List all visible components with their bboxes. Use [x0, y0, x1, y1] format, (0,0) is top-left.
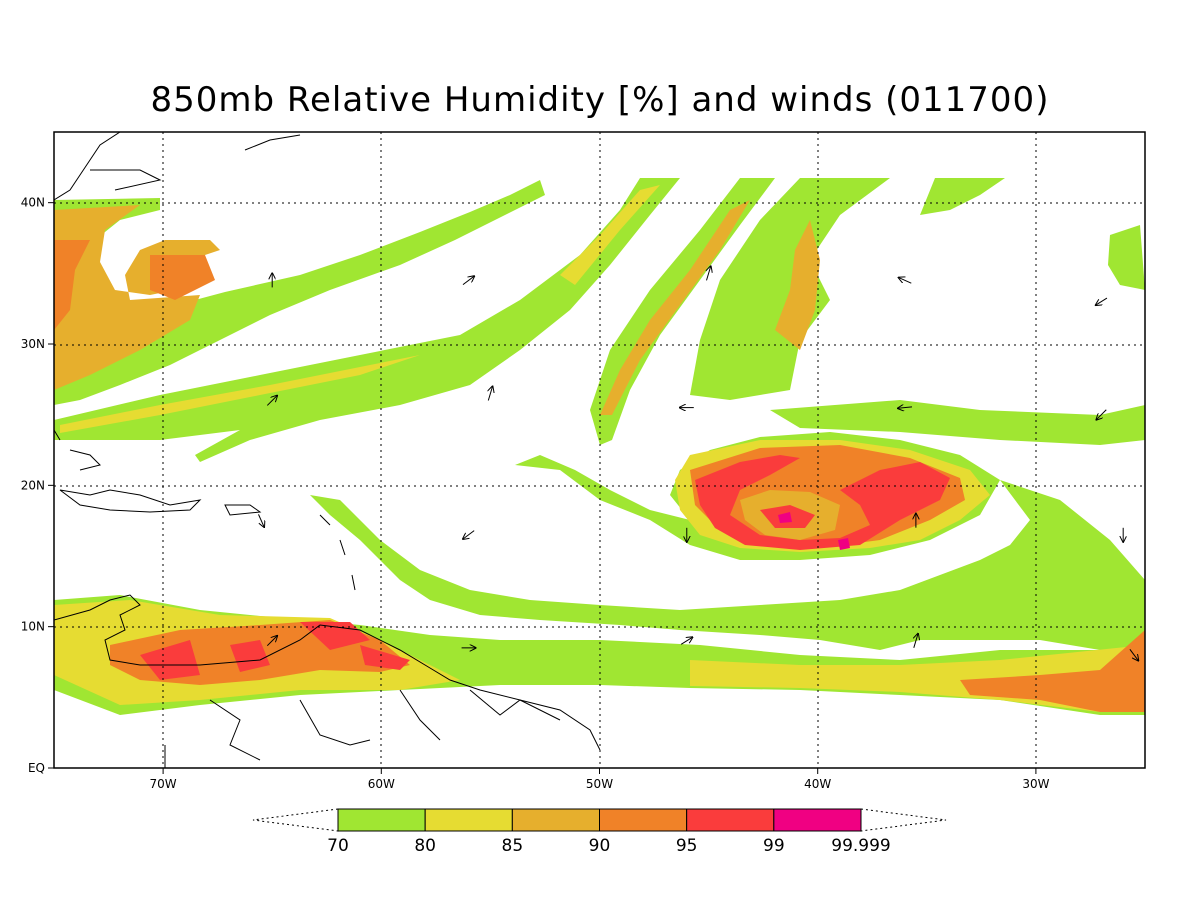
lon-tick-label: 40W — [804, 777, 831, 791]
coastlines — [54, 132, 601, 768]
wind-arrow — [899, 278, 912, 284]
axis-ticks: 70W 60W 50W 40W 30W EQ 10N 20N 30N 40N — [21, 196, 1050, 791]
lon-tick-label: 30W — [1022, 777, 1049, 791]
colorbar-bin — [773, 808, 862, 832]
colorbar-bin — [337, 808, 426, 832]
colorbar-extend-low — [252, 808, 339, 832]
rh-region-nw-swirl — [54, 180, 545, 405]
chart-title: 850mb Relative Humidity [%] and winds (0… — [150, 80, 1050, 120]
colorbar-bin — [424, 808, 513, 832]
rh-region-diagonal-band-1 — [54, 178, 680, 462]
colorbar-extend-high — [860, 808, 947, 832]
wind-arrow — [1096, 297, 1108, 305]
humidity-field — [54, 178, 1145, 715]
colorbar-label: 99.999 — [831, 836, 890, 856]
rh-region-nw-swirl-peak — [54, 240, 215, 330]
wind-arrow — [266, 636, 277, 647]
lat-tick-label: EQ — [28, 761, 45, 775]
wind-arrow — [914, 634, 918, 648]
wind-arrow — [707, 266, 711, 281]
rh-region-cyclone-peak — [778, 512, 850, 550]
wind-arrow — [488, 386, 492, 401]
wind-arrow — [258, 514, 264, 527]
rh-region-diagonal-band-2-core — [600, 200, 750, 415]
colorbar: 70 80 85 90 95 99 99.999 — [252, 808, 947, 856]
colorbar-label: 80 — [414, 836, 436, 856]
lat-tick-label: 20N — [21, 478, 45, 492]
lat-tick-label: 10N — [21, 620, 45, 634]
coastline-central-america — [54, 594, 601, 751]
lat-tick-label: 40N — [21, 196, 45, 210]
rh-region-diagonal-band-2 — [590, 178, 775, 445]
coastline-north-america — [54, 132, 301, 471]
wind-arrow — [1096, 409, 1107, 420]
colorbar-label: 90 — [589, 836, 611, 856]
coastline-caribbean-islands — [59, 489, 356, 591]
wind-vectors — [258, 266, 1138, 660]
lat-tick-label: 30N — [21, 337, 45, 351]
colorbar-label: 99 — [763, 836, 785, 856]
rh-region-cyclone-red — [695, 455, 950, 550]
colorbar-label: 70 — [327, 836, 349, 856]
rh-region-diagonal-band-3-core — [775, 220, 820, 350]
graticule — [54, 132, 1145, 768]
rh-region-nw-swirl-core — [54, 205, 220, 390]
wind-arrow — [898, 407, 913, 408]
colorbar-bin — [599, 808, 688, 832]
rh-region-southern-belt-red — [140, 622, 410, 680]
rh-region-southern-belt-orange — [110, 620, 1145, 712]
lon-tick-label: 70W — [150, 777, 177, 791]
wind-arrow — [266, 396, 277, 406]
lon-tick-label: 60W — [368, 777, 395, 791]
coastline-south-america-interior — [164, 689, 561, 768]
lon-tick-label: 50W — [586, 777, 613, 791]
rh-region-northeast-band — [770, 178, 1145, 445]
colorbar-label: 95 — [676, 836, 698, 856]
colorbar-bin — [511, 808, 600, 832]
wind-arrow — [462, 276, 474, 286]
colorbar-bin — [686, 808, 775, 832]
wind-arrow — [680, 637, 692, 645]
wind-arrow — [463, 530, 475, 539]
wind-arrow — [1129, 649, 1138, 660]
colorbar-label: 85 — [502, 836, 524, 856]
